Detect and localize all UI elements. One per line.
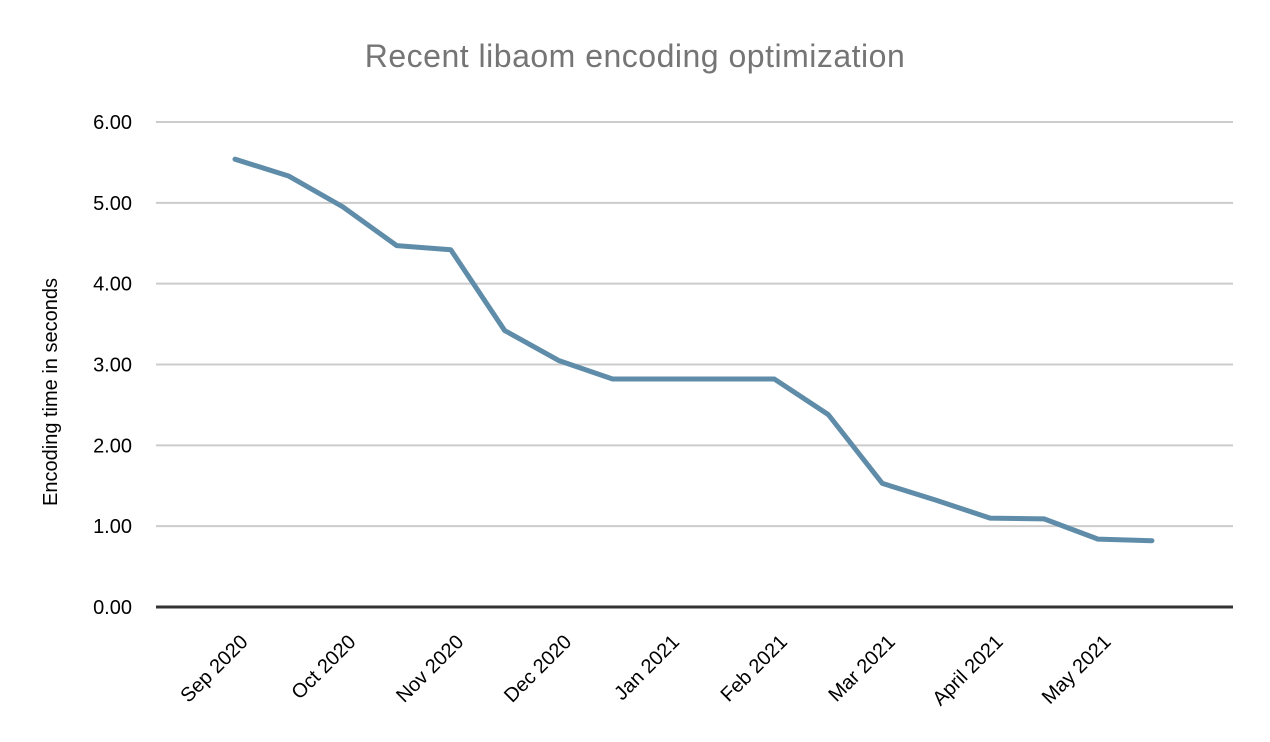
x-tick-label: Jan 2021 — [610, 631, 684, 705]
x-tick-label: Oct 2020 — [287, 631, 360, 704]
x-tick-label: April 2021 — [928, 631, 1007, 710]
tick-labels-group: 0.00 1.00 2.00 3.00 4.00 5.00 6.00 Sep 2020 Oct … — [93, 112, 1115, 710]
x-tick-label: Dec 2020 — [500, 631, 576, 707]
y-tick-label: 5.00 — [93, 193, 132, 215]
y-tick-label: 1.00 — [93, 516, 132, 538]
y-tick-label: 4.00 — [93, 274, 132, 296]
x-tick-label: May 2021 — [1038, 631, 1116, 709]
x-tick-label: Sep 2020 — [176, 631, 252, 707]
chart-title: Recent libaom encoding optimization — [364, 38, 906, 74]
x-tick-label: Nov 2020 — [392, 631, 468, 707]
y-tick-label: 0.00 — [93, 597, 132, 619]
x-tick-label: Mar 2021 — [824, 631, 899, 706]
series-group — [232, 156, 1155, 544]
series-line — [232, 156, 1155, 544]
x-tick-label: Feb 2021 — [717, 631, 792, 706]
y-tick-label: 2.00 — [93, 435, 132, 457]
y-tick-label: 6.00 — [93, 112, 132, 134]
y-tick-label: 3.00 — [93, 355, 132, 377]
y-axis-title: Encoding time in seconds — [40, 278, 62, 506]
